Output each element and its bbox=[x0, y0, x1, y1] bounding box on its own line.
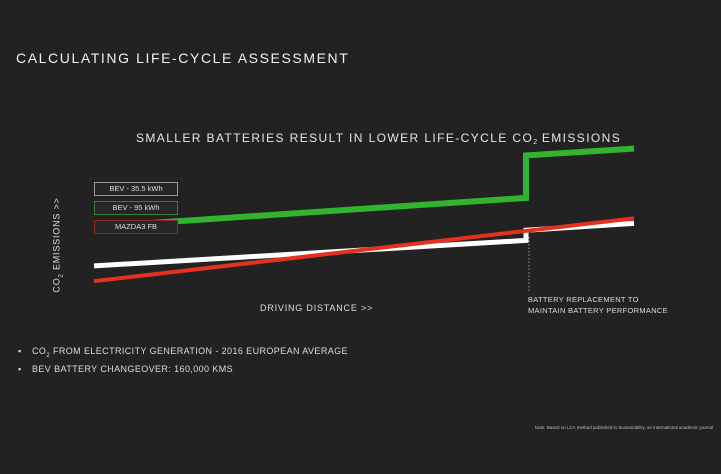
x-axis-label: DRIVING DISTANCE >> bbox=[260, 303, 374, 313]
y-axis-label: CO2 EMISSIONS >> bbox=[52, 197, 65, 292]
annotation-line-1: BATTERY REPLACEMENT TO bbox=[528, 295, 639, 304]
legend-item-bev-95: BEV - 95 kWh bbox=[94, 201, 178, 215]
battery-replacement-annotation: BATTERY REPLACEMENT TO MAINTAIN BATTERY … bbox=[528, 294, 668, 316]
bullet-item-changeover: ▪ BEV BATTERY CHANGEOVER: 160,000 KMS bbox=[18, 364, 348, 382]
bullet-list: ▪ CO2 FROM ELECTRICITY GENERATION - 2016 … bbox=[18, 346, 348, 382]
bullet-dot-icon: ▪ bbox=[18, 346, 22, 356]
legend-item-mazda3: MAZDA3 FB bbox=[94, 220, 178, 234]
y-axis-label-pre: CO bbox=[51, 277, 62, 293]
series-line-bev-35 bbox=[93, 220, 635, 269]
legend-item-bev-35: BEV - 35.5 kWh bbox=[94, 182, 178, 196]
y-axis-label-post: EMISSIONS >> bbox=[51, 197, 62, 274]
series-line-mazda3 bbox=[93, 216, 635, 284]
bullet-dot-icon: ▪ bbox=[18, 364, 22, 374]
source-note: Note: Based on LCA method published in S… bbox=[534, 425, 713, 430]
chart-title-sub: 2 bbox=[533, 139, 538, 146]
bullet-text-sub: 2 bbox=[46, 352, 51, 359]
bullet-item-electricity: ▪ CO2 FROM ELECTRICITY GENERATION - 2016 … bbox=[18, 346, 348, 364]
bullet-text-pre: CO bbox=[32, 346, 47, 356]
series-line-bev-95 bbox=[93, 145, 635, 230]
chart-title-post: EMISSIONS bbox=[537, 131, 622, 145]
chart-title-pre: SMALLER BATTERIES RESULT IN LOWER LIFE-C… bbox=[136, 131, 534, 145]
bullet-text: BEV BATTERY CHANGEOVER: 160,000 KMS bbox=[32, 364, 234, 374]
chart-title: SMALLER BATTERIES RESULT IN LOWER LIFE-C… bbox=[136, 131, 621, 146]
slide-title: CALCULATING LIFE-CYCLE ASSESSMENT bbox=[16, 50, 350, 66]
bullet-text-post: FROM ELECTRICITY GENERATION - 2016 EUROP… bbox=[50, 346, 348, 356]
y-axis-label-sub: 2 bbox=[58, 273, 65, 278]
annotation-line-2: MAINTAIN BATTERY PERFORMANCE bbox=[528, 306, 668, 315]
